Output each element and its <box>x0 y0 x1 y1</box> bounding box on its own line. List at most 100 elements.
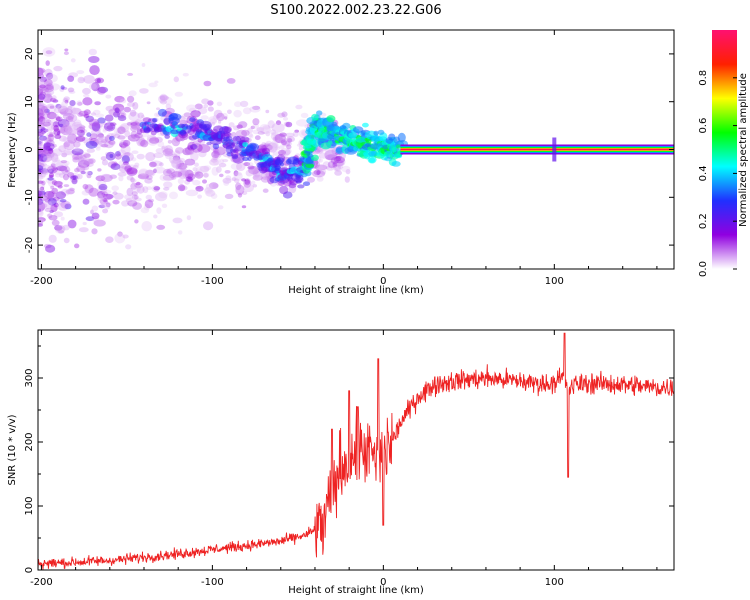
spectrogram-cell <box>120 143 127 149</box>
spectrogram-cell <box>93 219 106 227</box>
spectrogram-cell <box>46 132 56 138</box>
spectrogram-cell <box>247 142 259 151</box>
spectrogram-cell <box>74 136 84 143</box>
spectrogram-cell <box>83 153 91 158</box>
spectrogram-cell <box>60 85 65 90</box>
spectrogram-cell <box>203 104 209 108</box>
snr-x-label: Height of straight line (km) <box>288 585 424 596</box>
spectrogram-cell <box>83 160 90 167</box>
x-tick-label: -100 <box>201 276 224 287</box>
spectrogram-cell <box>270 132 281 141</box>
spectrogram-cell <box>122 234 129 239</box>
spectrogram-cell <box>70 58 76 63</box>
spectrogram-cell <box>142 186 149 194</box>
spectrogram-cell <box>145 194 152 200</box>
y-tick-label: 200 <box>24 432 35 451</box>
spectrogram-cell <box>171 158 184 169</box>
spectrogram-cell <box>199 165 210 173</box>
spectrogram-cell <box>192 142 200 150</box>
spectrogram-cell <box>282 116 289 121</box>
spectrogram-cell <box>133 194 139 200</box>
spectrogram-cell <box>38 180 45 191</box>
spectrogram-cell <box>99 198 109 205</box>
spectrogram-cell <box>184 146 195 155</box>
spectrogram-cell <box>47 213 53 219</box>
spectrogram-cell <box>212 147 219 155</box>
spectrogram-cell <box>179 137 185 141</box>
spectrogram-cell <box>38 85 44 94</box>
spectrogram-cell <box>212 133 219 139</box>
spectrogram-cell <box>76 100 82 107</box>
y-tick-label: 20 <box>24 48 35 61</box>
spectrogram-cell <box>63 96 70 101</box>
spectrogram-cell <box>184 169 194 179</box>
spectrogram-cell <box>161 146 166 150</box>
spectrogram-cell <box>325 165 335 171</box>
spectrogram-cell <box>325 154 338 161</box>
spectrogram-cell <box>120 112 125 117</box>
spectrogram-cell <box>57 104 67 112</box>
spectrogram-cell <box>48 113 59 119</box>
spectrogram-cell <box>38 116 46 125</box>
spectrogram-cell <box>164 150 173 160</box>
spectrogram-cell <box>38 81 46 90</box>
spectrogram-cell <box>368 157 376 163</box>
spectrogram-cell <box>176 160 185 168</box>
spectrogram-cell <box>156 107 160 110</box>
spectrogram-cell <box>38 130 44 136</box>
spectrogram-cell <box>86 132 92 137</box>
spectrogram-cell <box>141 115 145 119</box>
spectrogram-cell <box>278 145 285 150</box>
spectrogram-cell <box>270 182 277 187</box>
spectrogram-cell <box>71 129 81 135</box>
spectrogram-cell <box>101 139 108 144</box>
spectrogram-cell <box>53 106 61 114</box>
spectrogram-cell <box>38 223 43 227</box>
spectrogram-cell <box>332 162 338 168</box>
spectrogram-cell <box>348 132 358 139</box>
spectrogram-cell <box>39 76 48 83</box>
spectrogram-cell <box>155 192 168 202</box>
spectrogram-cell <box>278 149 286 156</box>
spectrogram-cell <box>53 168 67 176</box>
spectrogram-cell <box>38 119 43 126</box>
spectrogram-cell <box>212 157 221 166</box>
spectrogram-cell <box>272 151 281 156</box>
spectrogram-cell <box>183 112 192 118</box>
spectrogram-cell <box>223 180 230 186</box>
spectrogram-cell <box>47 177 54 181</box>
spectrogram-cell <box>51 196 60 205</box>
spectrogram-cell <box>130 122 138 126</box>
spectrogram-cell <box>231 154 239 160</box>
spectrogram-cell <box>280 152 287 158</box>
spectrogram-cell <box>333 168 338 172</box>
spectrogram-cell <box>47 168 54 174</box>
spectrogram-cell <box>63 141 71 148</box>
spectrogram-cell <box>168 153 180 164</box>
spectrogram-cell <box>76 70 85 75</box>
spectrogram-cell <box>203 173 209 178</box>
spectrogram-cell <box>42 150 55 159</box>
spectrogram-cell <box>58 230 65 234</box>
spectrogram-cell <box>164 107 175 115</box>
spectrogram-cell <box>137 173 150 180</box>
spectrogram-cell <box>137 112 144 119</box>
spectrogram-cell <box>100 174 113 183</box>
spectrogram-cell <box>209 118 217 125</box>
spectrogram-cell <box>104 141 114 149</box>
spectrogram-cell <box>124 152 131 157</box>
spectrogram-cell <box>127 95 135 103</box>
spectrogram-cell <box>42 121 51 127</box>
spectrogram-cell <box>116 111 127 119</box>
spectrogram-cell <box>289 180 298 186</box>
spectrogram-cell <box>132 202 143 210</box>
spectrogram-cell <box>105 151 116 161</box>
spectrogram-cell <box>157 141 165 148</box>
colorbar: 0.0 0.2 0.4 0.6 0.8 Normalized spectral ampl… <box>698 30 749 277</box>
spectrogram-cell <box>54 161 69 171</box>
spectrogram-cell <box>195 173 201 177</box>
spectrogram-cell <box>131 157 137 162</box>
spectrogram-cell <box>187 134 194 140</box>
spectrogram-cell <box>105 105 115 112</box>
spectrogram-cell <box>46 139 55 147</box>
